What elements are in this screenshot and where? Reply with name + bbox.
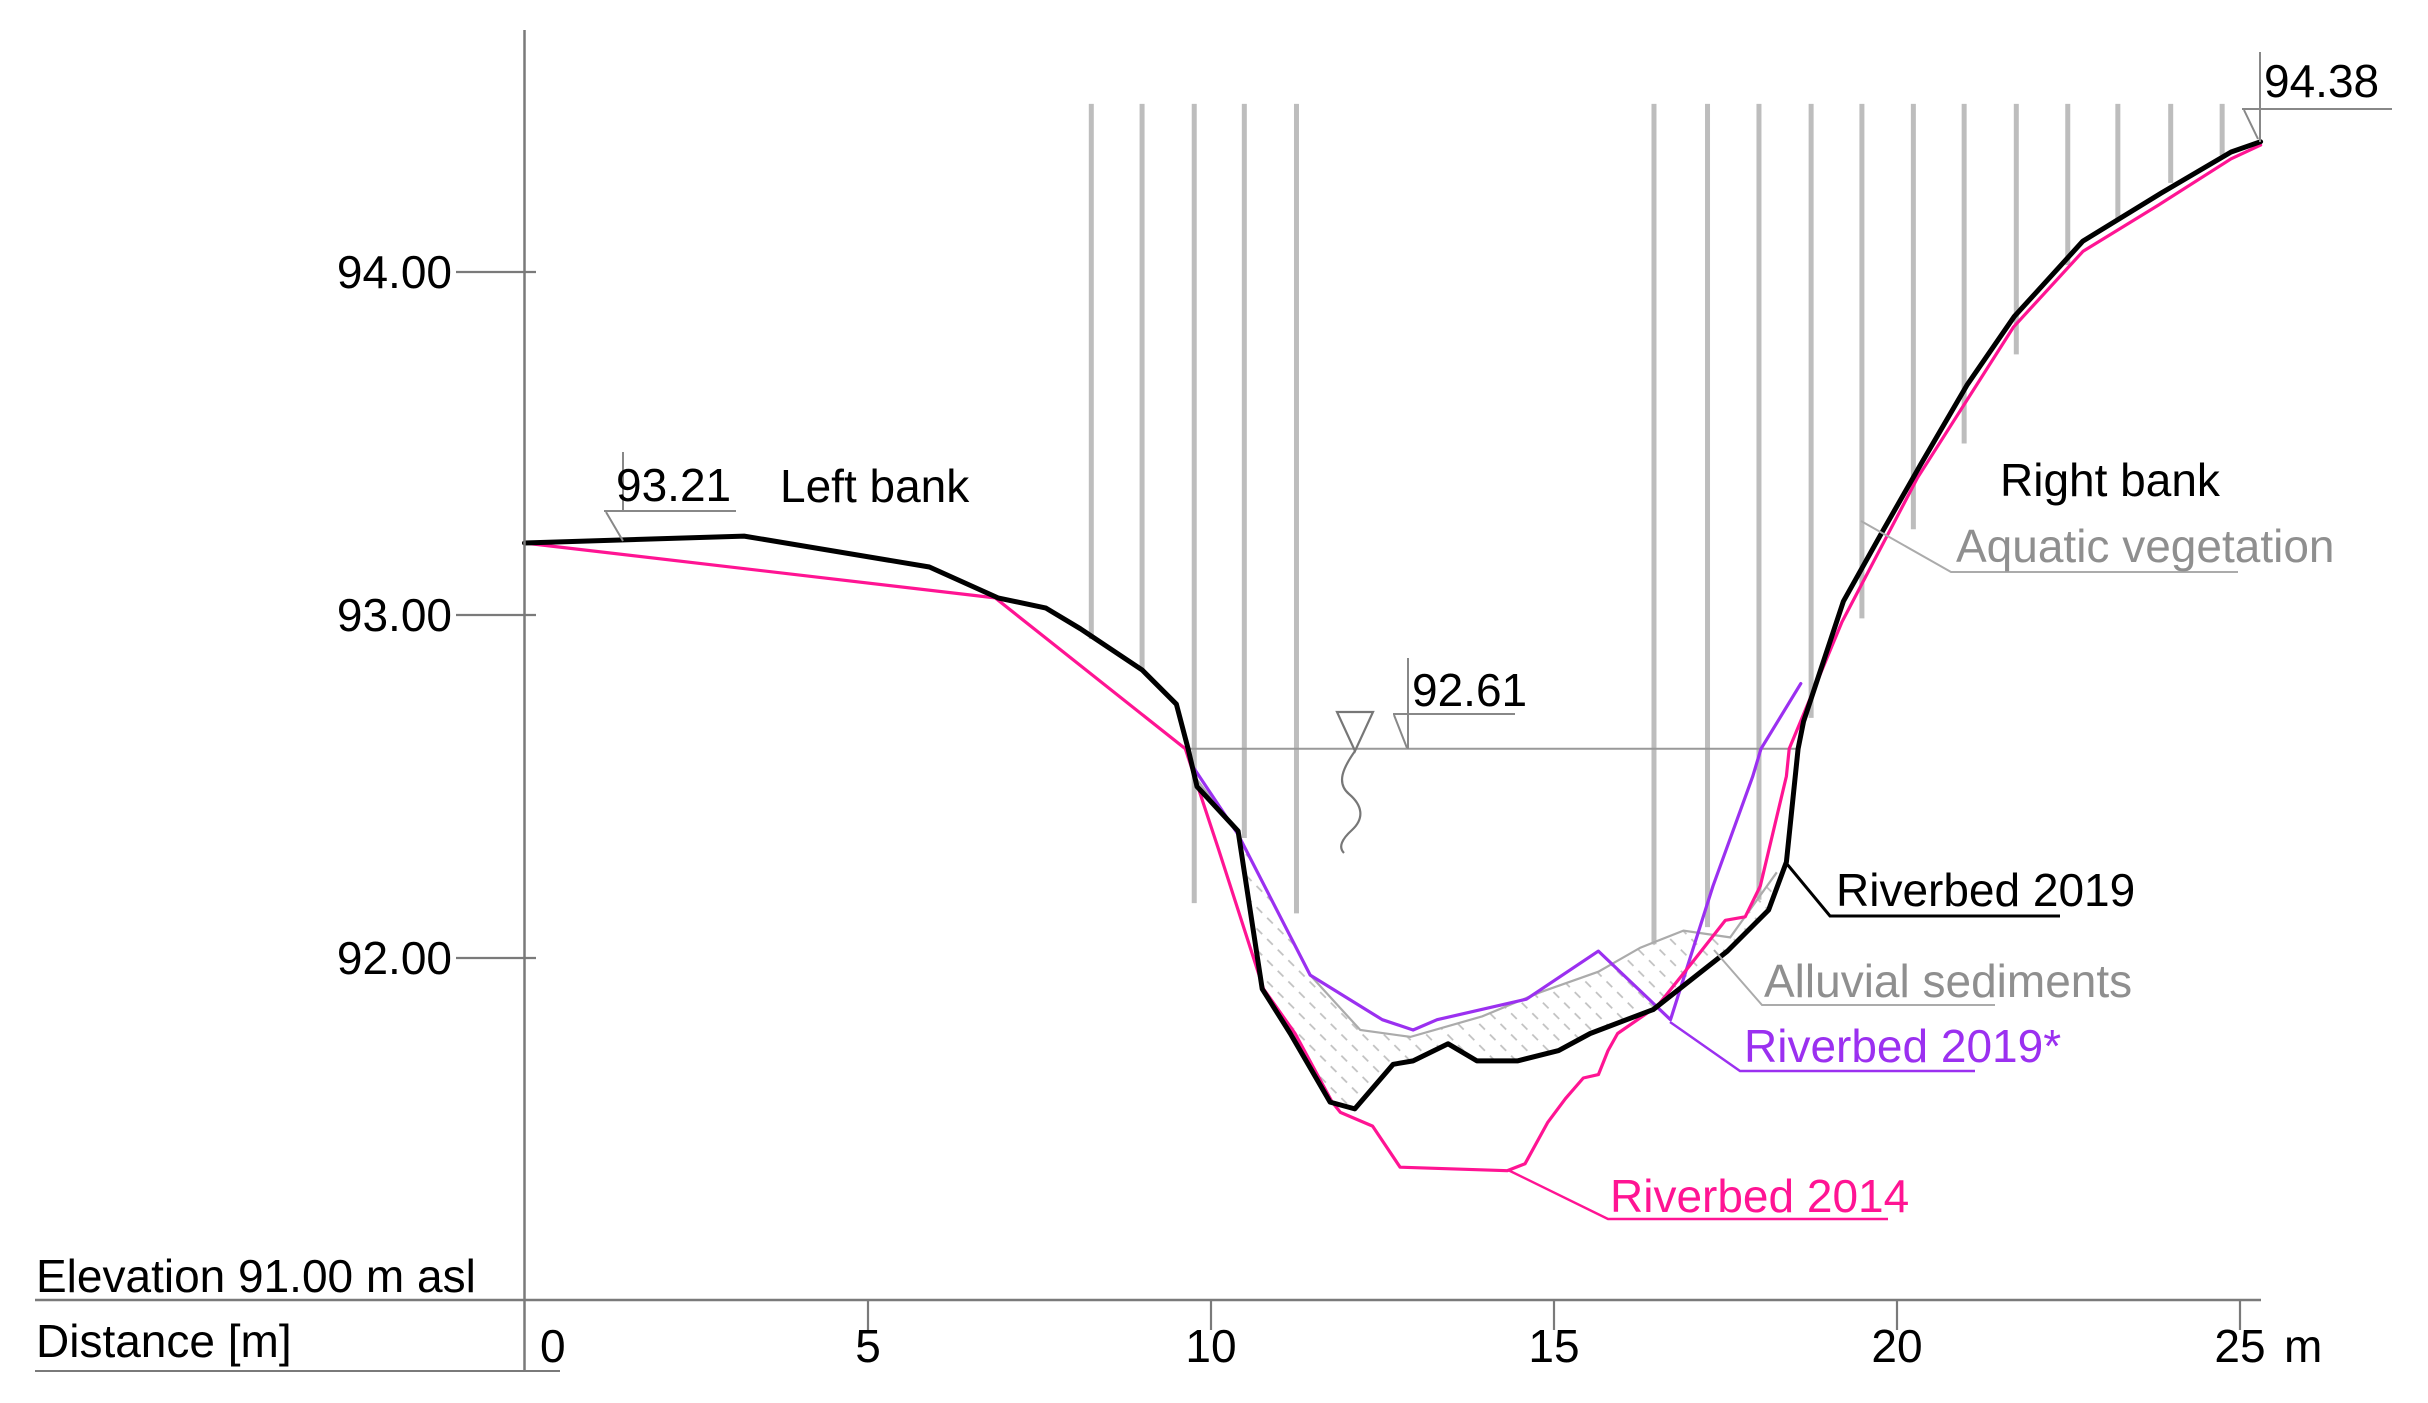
x-tick-label-10: 10 — [1185, 1320, 1236, 1372]
y-tick-label-94: 94.00 — [337, 246, 452, 298]
x-unit-label: m — [2284, 1320, 2322, 1372]
distance-axis-label: Distance [m] — [36, 1315, 292, 1367]
x-axis-ticks — [866, 1300, 2242, 1330]
riverbed-2019-line — [522, 139, 2264, 1112]
y-tick-label-92: 92.00 — [337, 932, 452, 984]
x-tick-label-15: 15 — [1528, 1320, 1579, 1372]
riverbed-2019-star-label: Riverbed 2019* — [1744, 1020, 2061, 1072]
x-tick-label-25: 25 — [2214, 1320, 2265, 1372]
riverbed-2014-label: Riverbed 2014 — [1610, 1170, 1909, 1222]
axes — [35, 30, 2261, 1372]
riverbed-2019-star-line — [1188, 681, 1803, 1032]
aquatic-vegetation-leader — [1860, 520, 2238, 573]
x-tick-label-5: 5 — [855, 1320, 881, 1372]
right-bank-label: Right bank — [2000, 454, 2221, 506]
water-level-value: 92.61 — [1412, 664, 1527, 716]
alluvial-sediments-leader — [1713, 949, 1995, 1006]
water-level-marker — [1393, 658, 1515, 749]
left-bank-label: Left bank — [780, 460, 970, 512]
right-bank-level-marker — [2242, 52, 2392, 142]
label-leaders — [1507, 520, 2238, 1221]
riverbed-2014-line — [522, 143, 2263, 1173]
elevation-note: Elevation 91.00 m asl — [36, 1250, 476, 1302]
elevation-markers — [604, 52, 2392, 854]
left-bank-level-marker — [604, 452, 736, 542]
water-squiggle-icon — [1340, 750, 1362, 854]
riverbed-profiles — [522, 139, 2264, 1173]
x-tick-label-0: 0 — [540, 1320, 566, 1372]
y-tick-label-93: 93.00 — [337, 589, 452, 641]
alluvial-sediments-label: Alluvial sediments — [1764, 955, 2132, 1007]
y-axis-ticks — [456, 270, 536, 960]
right-bank-level-value: 94.38 — [2264, 55, 2379, 107]
riverbed-2014-leader — [1507, 1168, 1888, 1221]
left-bank-level-value: 93.21 — [616, 459, 731, 511]
labels: 94.00 93.00 92.00 0 5 10 15 20 25 m Elev… — [36, 55, 2379, 1372]
water-surface-icon — [1335, 710, 1375, 754]
riverbed-2019-star-leader — [1669, 1021, 1975, 1073]
alluvial-sediments-hatch — [1197, 779, 1777, 1109]
aquatic-vegetation-label: Aquatic vegetation — [1956, 520, 2335, 572]
aquatic-vegetation-lines — [1088, 103, 2225, 945]
x-tick-label-20: 20 — [1871, 1320, 1922, 1372]
riverbed-2019-leader — [1785, 863, 2060, 918]
riverbed-2019-label: Riverbed 2019 — [1836, 864, 2135, 916]
